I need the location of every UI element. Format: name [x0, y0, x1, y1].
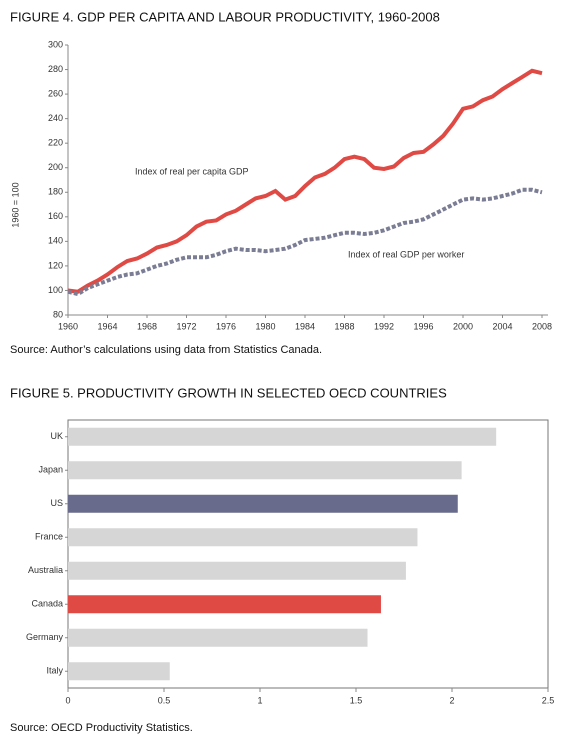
- bar: [68, 528, 418, 547]
- y-tick-label: 120: [48, 260, 63, 270]
- y-tick-label: 160: [48, 211, 63, 221]
- x-tick-label: 1984: [295, 321, 315, 331]
- y-axis-label: 1960 = 100: [10, 182, 20, 227]
- x-tick-label: 0: [65, 695, 70, 705]
- figure-title: FIGURE 4. GDP PER CAPITA AND LABOUR PROD…: [10, 9, 440, 24]
- x-tick-label: 1964: [97, 321, 117, 331]
- x-tick-label: 2: [449, 695, 454, 705]
- source: Source: OECD Productivity Statistics.: [10, 722, 193, 734]
- y-tick-label: 180: [48, 187, 63, 197]
- bar: [68, 662, 170, 681]
- x-tick-label: 1996: [413, 321, 433, 331]
- x-tick-label: 2008: [532, 321, 552, 331]
- bar: [68, 461, 462, 480]
- x-tick-label: 2004: [492, 321, 512, 331]
- x-tick-label: 2.5: [542, 695, 555, 705]
- figure-title: FIGURE 5. PRODUCTIVITY GROWTH IN SELECTE…: [10, 385, 447, 400]
- y-tick-label: 300: [48, 39, 63, 49]
- bar: [68, 494, 458, 513]
- y-tick-label: Italy: [46, 666, 63, 676]
- x-tick-label: 2000: [453, 321, 473, 331]
- x-tick-label: 1968: [137, 321, 157, 331]
- y-tick-label: France: [35, 532, 63, 542]
- plot-frame: [67, 419, 549, 689]
- source: Source: Author’s calculations using data…: [10, 344, 322, 356]
- x-tick-label: 1972: [176, 321, 196, 331]
- y-tick-label: UK: [50, 431, 63, 441]
- y-tick-label: 280: [48, 64, 63, 74]
- y-tick-label: US: [50, 498, 63, 508]
- y-tick-label: 140: [48, 236, 63, 246]
- y-tick-label: 260: [48, 88, 63, 98]
- series-line: [67, 68, 543, 294]
- y-tick-label: Canada: [31, 599, 63, 609]
- y-tick-label: Japan: [38, 465, 63, 475]
- x-tick-label: 1976: [216, 321, 236, 331]
- bar: [68, 427, 497, 446]
- x-tick-label: 0.5: [158, 695, 171, 705]
- y-tick-label: 200: [48, 162, 63, 172]
- x-tick-label: 1980: [255, 321, 275, 331]
- y-tick-label: 240: [48, 113, 63, 123]
- series-line: [67, 187, 543, 297]
- y-tick-label: 100: [48, 285, 63, 295]
- bar: [68, 595, 381, 614]
- x-tick-label: 1992: [374, 321, 394, 331]
- series-annotation: Index of real GDP per worker: [348, 249, 464, 259]
- x-tick-label: 1960: [58, 321, 78, 331]
- y-tick-label: Australia: [28, 565, 63, 575]
- x-tick-label: 1988: [334, 321, 354, 331]
- bar: [68, 628, 368, 647]
- y-tick-label: 80: [53, 309, 63, 319]
- y-tick-label: Germany: [26, 632, 64, 642]
- y-tick-label: 220: [48, 138, 63, 148]
- bar: [68, 561, 406, 580]
- x-tick-label: 1: [257, 695, 262, 705]
- x-tick-label: 1.5: [350, 695, 363, 705]
- series-annotation: Index of real per capita GDP: [135, 166, 249, 176]
